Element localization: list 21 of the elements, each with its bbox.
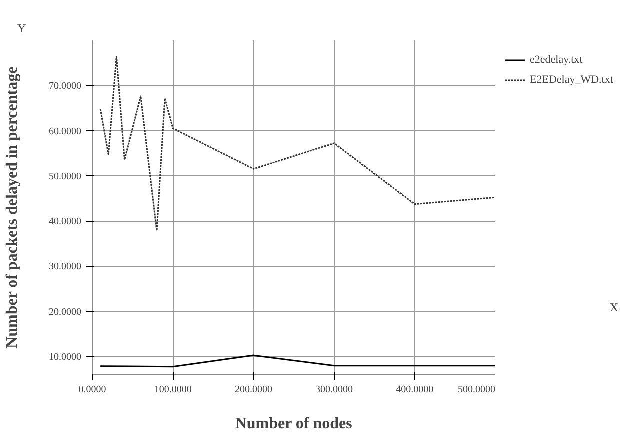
y-tick-label: 20.0000 (49, 306, 82, 318)
line-series (100, 56, 495, 232)
y-tick-label: 60.0000 (49, 126, 82, 138)
y-tick-label: 70.0000 (49, 81, 82, 92)
x-tick-label: 200.0000 (234, 384, 272, 396)
legend-label: e2edelay.txt (530, 54, 583, 66)
text: Y (18, 22, 26, 36)
y-tick-label: 50.0000 (49, 171, 82, 182)
line-series (100, 354, 495, 368)
text: X (610, 300, 619, 314)
x-tick-label: 0.0000 (78, 384, 106, 396)
x-tick-label: 500.0000 (458, 384, 496, 396)
y-tick-label: 10.0000 (49, 352, 82, 363)
legend-label: E2EDelay_WD.txt (530, 74, 614, 86)
y-tick-label: 30.0000 (49, 262, 82, 273)
x-tick-label: 300.0000 (316, 384, 354, 396)
x-tick-label: 100.0000 (154, 384, 192, 396)
x-axis-title: Number of nodes (235, 416, 352, 432)
y-axis-title: Number of packets delayed in percentage (4, 66, 21, 348)
y-tick-label: 40.0000 (49, 216, 82, 228)
x-tick-label: 400.0000 (396, 384, 434, 396)
